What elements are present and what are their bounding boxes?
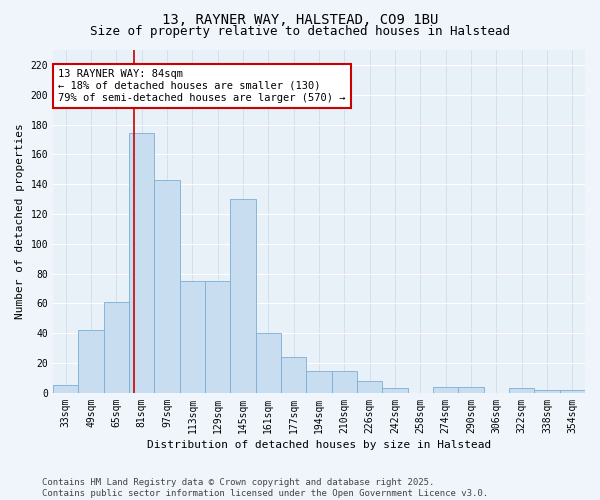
Text: 13, RAYNER WAY, HALSTEAD, CO9 1BU: 13, RAYNER WAY, HALSTEAD, CO9 1BU: [162, 12, 438, 26]
Text: Contains HM Land Registry data © Crown copyright and database right 2025.
Contai: Contains HM Land Registry data © Crown c…: [42, 478, 488, 498]
Bar: [382, 388, 407, 393]
Bar: [357, 381, 382, 393]
X-axis label: Distribution of detached houses by size in Halstead: Distribution of detached houses by size …: [147, 440, 491, 450]
Bar: [509, 388, 535, 393]
Bar: [281, 357, 307, 393]
Bar: [307, 370, 332, 393]
Bar: [458, 387, 484, 393]
Bar: [154, 180, 179, 393]
Bar: [129, 134, 154, 393]
Bar: [433, 387, 458, 393]
Bar: [230, 199, 256, 393]
Bar: [535, 390, 560, 393]
Y-axis label: Number of detached properties: Number of detached properties: [15, 124, 25, 320]
Bar: [332, 370, 357, 393]
Bar: [53, 386, 79, 393]
Text: Size of property relative to detached houses in Halstead: Size of property relative to detached ho…: [90, 25, 510, 38]
Bar: [104, 302, 129, 393]
Bar: [205, 281, 230, 393]
Bar: [79, 330, 104, 393]
Text: 13 RAYNER WAY: 84sqm
← 18% of detached houses are smaller (130)
79% of semi-deta: 13 RAYNER WAY: 84sqm ← 18% of detached h…: [58, 70, 346, 102]
Bar: [256, 334, 281, 393]
Bar: [179, 281, 205, 393]
Bar: [560, 390, 585, 393]
